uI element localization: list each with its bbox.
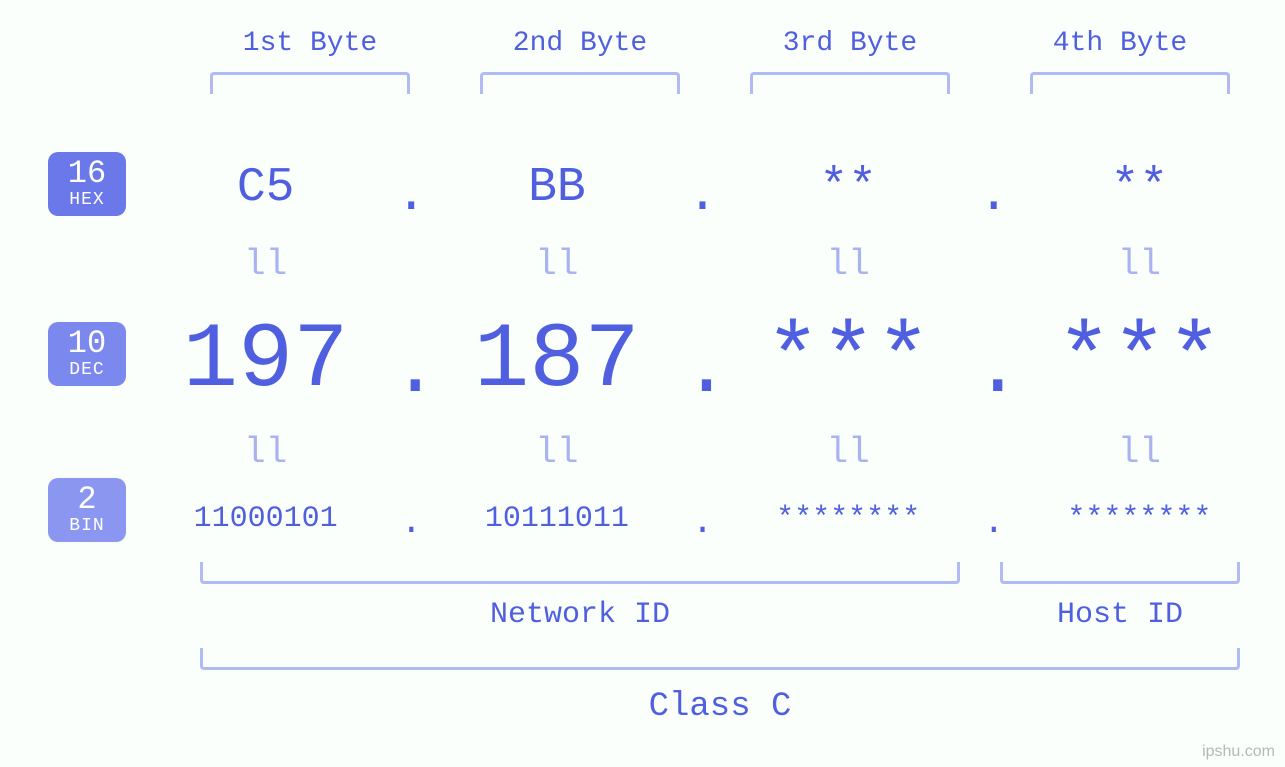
bin-byte-3: ******** [723, 502, 974, 536]
dot: . [391, 166, 431, 225]
base-label: DEC [48, 360, 126, 380]
host-id-bracket [1000, 562, 1240, 584]
base-badge-hex: 16 HEX [48, 152, 126, 216]
bin-byte-2: 10111011 [431, 502, 682, 536]
hex-row: C5 . BB . ** . ** [140, 158, 1265, 217]
base-badge-dec: 10 DEC [48, 322, 126, 386]
dot: . [391, 325, 431, 416]
bin-byte-1: 11000101 [140, 502, 391, 536]
equals-icon: ll [723, 432, 974, 473]
base-badge-bin: 2 BIN [48, 478, 126, 542]
equals-icon: ll [1014, 432, 1265, 473]
dec-row: 197 . 187 . *** . *** [140, 308, 1265, 413]
dot: . [391, 502, 431, 543]
byte-bracket-4 [1030, 72, 1230, 94]
base-num: 10 [48, 328, 126, 360]
hex-byte-2: BB [431, 161, 682, 215]
watermark: ipshu.com [1202, 743, 1275, 761]
base-label: BIN [48, 516, 126, 536]
dot: . [683, 325, 723, 416]
equals-icon: ll [140, 432, 391, 473]
dot: . [974, 502, 1014, 543]
dot: . [683, 166, 723, 225]
byte-header-1: 1st Byte [180, 28, 440, 59]
equals-row-1: ll ll ll ll [140, 244, 1265, 285]
hex-byte-1: C5 [140, 161, 391, 215]
byte-header-2: 2nd Byte [450, 28, 710, 59]
bin-row: 11000101 . 10111011 . ******** . *******… [140, 498, 1265, 539]
dec-byte-4: *** [1014, 308, 1265, 413]
class-bracket [200, 648, 1240, 670]
equals-icon: ll [431, 432, 682, 473]
ip-class-diagram: 1st Byte 2nd Byte 3rd Byte 4th Byte 16 H… [0, 0, 1285, 767]
dec-byte-2: 187 [431, 308, 682, 413]
base-num: 2 [48, 484, 126, 516]
byte-header-3: 3rd Byte [720, 28, 980, 59]
equals-icon: ll [723, 244, 974, 285]
byte-bracket-3 [750, 72, 950, 94]
equals-icon: ll [140, 244, 391, 285]
byte-bracket-1 [210, 72, 410, 94]
class-label: Class C [200, 688, 1240, 726]
dec-byte-3: *** [723, 308, 974, 413]
hex-byte-3: ** [723, 161, 974, 215]
network-id-label: Network ID [200, 598, 960, 632]
equals-row-2: ll ll ll ll [140, 432, 1265, 473]
byte-header-4: 4th Byte [990, 28, 1250, 59]
dec-byte-1: 197 [140, 308, 391, 413]
base-label: HEX [48, 190, 126, 210]
hex-byte-4: ** [1014, 161, 1265, 215]
base-num: 16 [48, 158, 126, 190]
dot: . [974, 166, 1014, 225]
bin-byte-4: ******** [1014, 502, 1265, 536]
byte-bracket-2 [480, 72, 680, 94]
dot: . [683, 502, 723, 543]
dot: . [974, 325, 1014, 416]
equals-icon: ll [431, 244, 682, 285]
network-id-bracket [200, 562, 960, 584]
host-id-label: Host ID [1000, 598, 1240, 632]
equals-icon: ll [1014, 244, 1265, 285]
